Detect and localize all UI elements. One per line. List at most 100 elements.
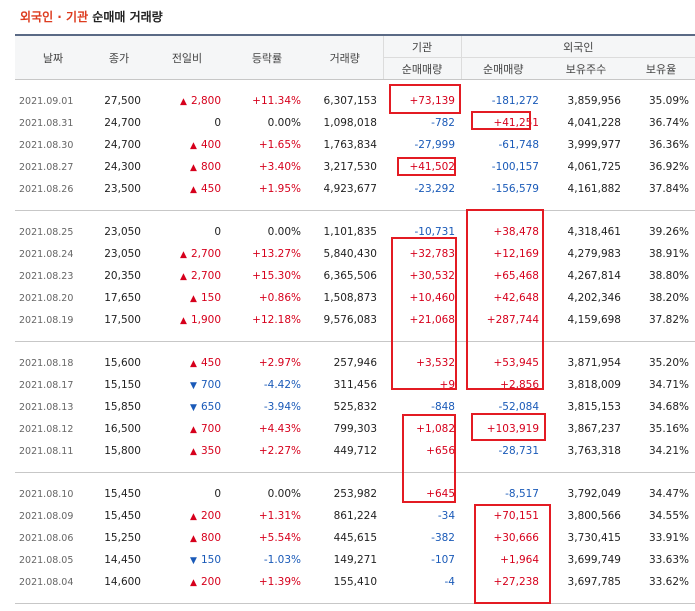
table-row: 2021.08.10 15,450 0 0.00% 253,982 +645 -8,517 3… [15, 483, 695, 505]
group-separator [15, 462, 695, 473]
table-row: 2021.08.30 24,700 ▲ 400 +1.65% 1,763,834 -27,9… [15, 134, 695, 156]
foreign-ratio-cell: 35.20% [648, 357, 690, 369]
rate-cell: 0.00% [267, 488, 301, 500]
close-cell: 15,250 [104, 532, 141, 544]
foreign-hold-cell: 3,730,415 [567, 532, 621, 544]
table-row: 2021.08.27 24,300 ▲ 800 +3.40% 3,217,530 +41,5… [15, 156, 695, 178]
volume-cell: 4,923,677 [323, 183, 377, 195]
volume-cell: 311,456 [333, 379, 377, 391]
trade-volume-table: 날짜 종가 전일비 등락률 거래량 기관 외국인 순매매량 순매매량 보유주수 … [15, 34, 695, 604]
foreign-net-cell: -61,748 [498, 139, 539, 151]
table-row: 2021.08.24 23,050 ▲ 2,700 +13.27% 5,840,430 +3… [15, 243, 695, 265]
foreign-net-cell: +53,945 [493, 357, 539, 369]
change-value: 200 [200, 576, 221, 588]
volume-cell: 5,840,430 [323, 248, 377, 260]
change-cell: ▼ 150 [147, 549, 227, 571]
volume-cell: 1,101,835 [323, 226, 377, 238]
date-cell: 2021.09.01 [19, 95, 74, 107]
group-gap [15, 211, 695, 222]
change-cell: ▲ 350 [147, 440, 227, 462]
foreign-hold-cell: 3,999,977 [567, 139, 621, 151]
foreign-net-cell: +103,919 [486, 423, 539, 435]
group-gap [15, 342, 695, 353]
change-cell: ▲ 800 [147, 527, 227, 549]
change-cell: ▲ 450 [147, 352, 227, 374]
foreign-hold-cell: 4,061,725 [567, 161, 621, 173]
inst-net-cell: +73,139 [409, 95, 455, 107]
arrow-down-icon: ▼ [190, 556, 197, 566]
arrow-up-icon: ▲ [190, 294, 197, 304]
header-foreign-net: 순매매량 [460, 57, 545, 80]
close-cell: 16,500 [104, 423, 141, 435]
table-row: 2021.08.19 17,500 ▲ 1,900 +12.18% 9,576,083 +2… [15, 309, 695, 331]
foreign-hold-cell: 3,800,566 [567, 510, 621, 522]
change-cell: ▼ 650 [147, 396, 227, 418]
inst-net-cell: -23,292 [414, 183, 455, 195]
change-value: 700 [200, 423, 221, 435]
change-value: 800 [200, 161, 221, 173]
foreign-net-cell: -52,084 [498, 401, 539, 413]
arrow-up-icon: ▲ [180, 97, 187, 107]
arrow-up-icon: ▲ [190, 447, 197, 457]
table-row: 2021.08.06 15,250 ▲ 800 +5.54% 445,615 -382 +30… [15, 527, 695, 549]
inst-net-cell: +645 [426, 488, 455, 500]
change-cell: ▼ 700 [147, 374, 227, 396]
date-cell: 2021.08.06 [19, 532, 74, 544]
foreign-hold-cell: 3,818,009 [567, 379, 621, 391]
change-value: 150 [200, 292, 221, 304]
volume-cell: 1,763,834 [323, 139, 377, 151]
date-cell: 2021.08.18 [19, 357, 74, 369]
inst-net-cell: -107 [431, 554, 455, 566]
date-cell: 2021.08.11 [19, 445, 74, 457]
arrow-up-icon: ▲ [180, 316, 187, 326]
foreign-net-cell: +12,169 [493, 248, 539, 260]
foreign-net-cell: +65,468 [493, 270, 539, 282]
change-value: 450 [200, 357, 221, 369]
title-accent: 외국인 · 기관 [20, 10, 89, 24]
rate-cell: +15.30% [252, 270, 301, 282]
foreign-net-cell: +27,238 [493, 576, 539, 588]
change-cell: ▲ 2,800 [147, 90, 227, 112]
change-cell: ▲ 1,900 [147, 309, 227, 331]
close-cell: 17,650 [104, 292, 141, 304]
arrow-up-icon: ▲ [190, 512, 197, 522]
table-row: 2021.08.11 15,800 ▲ 350 +2.27% 449,712 +656 -28… [15, 440, 695, 462]
close-cell: 24,700 [104, 139, 141, 151]
foreign-hold-cell: 3,699,749 [567, 554, 621, 566]
highlight-box [391, 237, 457, 390]
change-value: 0 [214, 488, 221, 500]
arrow-down-icon: ▼ [190, 403, 197, 413]
volume-cell: 155,410 [333, 576, 377, 588]
foreign-hold-cell: 3,792,049 [567, 488, 621, 500]
close-cell: 14,600 [104, 576, 141, 588]
table-row: 2021.08.12 16,500 ▲ 700 +4.43% 799,303 +1,082 +… [15, 418, 695, 440]
highlight-box [389, 84, 461, 114]
close-cell: 15,850 [104, 401, 141, 413]
group-gap [15, 473, 695, 484]
rate-cell: +3.40% [258, 161, 301, 173]
close-cell: 24,700 [104, 117, 141, 129]
foreign-hold-cell: 4,202,346 [567, 292, 621, 304]
inst-net-cell: -27,999 [414, 139, 455, 151]
volume-cell: 257,946 [333, 357, 377, 369]
change-cell: ▲ 450 [147, 178, 227, 200]
change-cell: ▲ 700 [147, 418, 227, 440]
inst-net-cell: -34 [437, 510, 455, 522]
rate-cell: 0.00% [267, 117, 301, 129]
date-cell: 2021.08.20 [19, 292, 74, 304]
change-value: 700 [200, 379, 221, 391]
table-row: 2021.08.26 23,500 ▲ 450 +1.95% 4,923,677 -23,2… [15, 178, 695, 200]
date-cell: 2021.08.10 [19, 488, 74, 500]
foreign-net-cell: -181,272 [491, 95, 539, 107]
foreign-net-cell: +1,964 [500, 554, 539, 566]
foreign-ratio-cell: 35.09% [648, 95, 690, 107]
arrow-up-icon: ▲ [190, 141, 197, 151]
foreign-ratio-cell: 36.36% [648, 139, 690, 151]
group-separator [15, 200, 695, 211]
close-cell: 15,800 [104, 445, 141, 457]
rate-cell: 0.00% [267, 226, 301, 238]
table-body: 2021.09.01 27,500 ▲ 2,800 +11.34% 6,307,153 +7… [15, 80, 695, 604]
foreign-net-cell: +287,744 [486, 314, 539, 326]
foreign-ratio-cell: 38.20% [648, 292, 690, 304]
foreign-ratio-cell: 37.82% [648, 314, 690, 326]
